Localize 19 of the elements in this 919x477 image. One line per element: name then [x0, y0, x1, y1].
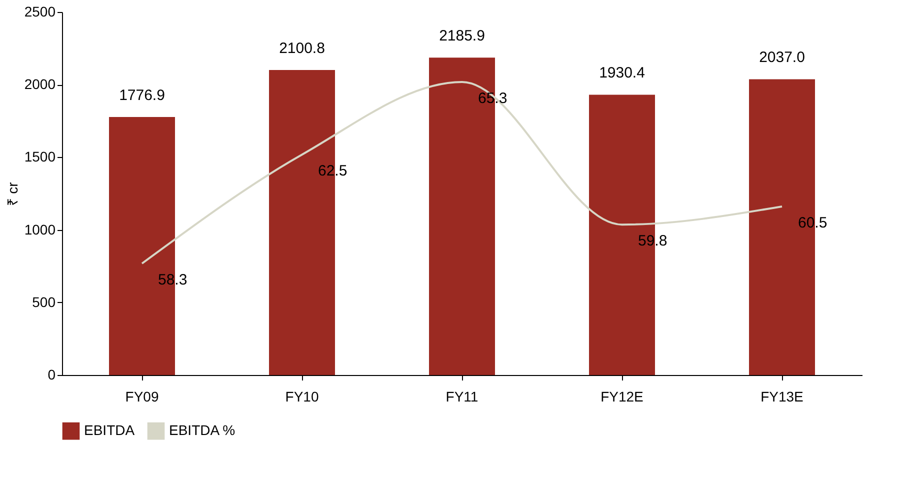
legend-label: EBITDA %: [169, 422, 236, 438]
data-label: 2037.0: [759, 49, 805, 66]
data-label: 2185.9: [439, 28, 485, 45]
y-tick-label: 1000: [24, 221, 56, 238]
x-tick-label: FY10: [285, 388, 319, 404]
data-label: 1776.9: [119, 86, 165, 104]
legend-label: EBITDA: [84, 422, 136, 438]
y-tick-label: 0: [48, 366, 56, 382]
y-tick-label: 500: [32, 294, 56, 310]
data-label: 2100.8: [279, 40, 325, 57]
x-tick-label: FY12E: [600, 388, 644, 404]
x-tick-label: FY13E: [760, 388, 804, 404]
y-tick-label: 2500: [24, 4, 56, 20]
data-label: 1930.4: [599, 64, 645, 82]
x-tick-label: FY11: [446, 388, 478, 404]
y-tick-label: 2000: [24, 76, 56, 92]
x-tick-label: FY09: [125, 388, 159, 404]
y-tick-label: 1500: [24, 148, 56, 165]
y-axis-title: ₹ cr: [4, 182, 20, 206]
